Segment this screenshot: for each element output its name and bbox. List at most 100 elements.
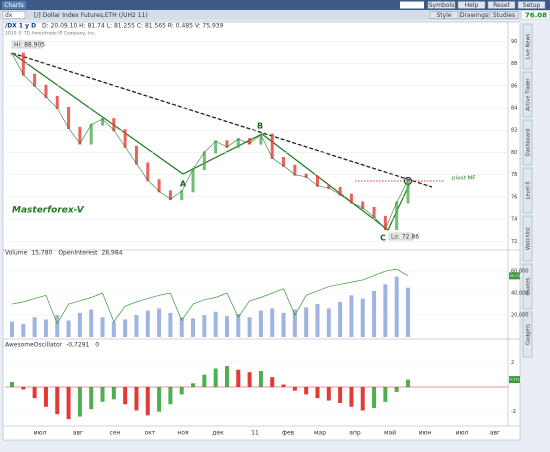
chart-area bbox=[2, 21, 521, 441]
legend-value: 15,780 bbox=[31, 250, 52, 257]
side-tab[interactable] bbox=[522, 119, 533, 166]
volume-bar bbox=[394, 276, 399, 337]
annotation: pivot MF bbox=[452, 176, 475, 182]
side-tab[interactable] bbox=[522, 311, 533, 358]
side-tab[interactable] bbox=[522, 215, 533, 262]
button-label: Symbols bbox=[429, 2, 454, 9]
oscillator-bar bbox=[10, 382, 14, 387]
volume-bar bbox=[349, 295, 354, 337]
price-bar bbox=[293, 164, 297, 176]
button-label: Style bbox=[436, 12, 451, 19]
y-tick-label: 84 bbox=[511, 106, 517, 112]
y-tick-label: 2 bbox=[511, 360, 514, 366]
legend-name: AwesomeOscillator bbox=[5, 342, 63, 349]
y-tick-label: 78 bbox=[511, 172, 517, 178]
price-bar bbox=[89, 123, 93, 145]
side-tab-label: Live News bbox=[526, 33, 532, 59]
volume-bar bbox=[224, 316, 229, 337]
price-bar bbox=[372, 207, 376, 218]
y-tick-label: 74 bbox=[511, 217, 517, 223]
oscillator-bar bbox=[383, 387, 388, 402]
oscillator-bar bbox=[43, 387, 48, 407]
button[interactable] bbox=[459, 11, 489, 19]
button[interactable] bbox=[517, 1, 546, 9]
x-tick-label: фев bbox=[282, 430, 295, 437]
legend-value: -0,7291 bbox=[66, 342, 89, 349]
oscillator-bar bbox=[258, 370, 263, 387]
button-label: Studies bbox=[493, 12, 515, 19]
price-bar bbox=[383, 215, 387, 231]
y-tick-label: 76 bbox=[511, 194, 517, 200]
oscillator-bar bbox=[270, 377, 275, 387]
button[interactable] bbox=[429, 11, 459, 19]
price-bar bbox=[168, 190, 172, 201]
volume-bar bbox=[360, 298, 365, 337]
x-tick-label: июл bbox=[456, 430, 469, 437]
oscillator-bar bbox=[111, 387, 116, 400]
oscillator-bar bbox=[157, 387, 162, 412]
price-bar bbox=[44, 84, 48, 98]
button-label: Reset bbox=[493, 2, 510, 9]
volume-bar bbox=[202, 315, 207, 337]
symbol-input[interactable] bbox=[2, 11, 26, 19]
volume-bar bbox=[168, 312, 173, 337]
button[interactable] bbox=[489, 11, 519, 19]
y-tick-label: 60,000 bbox=[511, 269, 529, 275]
side-tab-label: Active Trader bbox=[526, 77, 532, 111]
last-value: 55,739 bbox=[510, 274, 523, 278]
button[interactable] bbox=[427, 1, 456, 9]
volume-bar bbox=[123, 319, 128, 337]
volume-bar bbox=[406, 287, 410, 337]
x-tick-label: мар bbox=[314, 430, 326, 437]
oscillator-bar bbox=[406, 379, 410, 387]
tab-label: Charts bbox=[4, 2, 24, 9]
volume-bar bbox=[77, 312, 82, 337]
y-tick-label: 80 bbox=[511, 150, 517, 156]
y-tick-label: 82 bbox=[511, 128, 517, 134]
legend-name: Volume bbox=[5, 250, 28, 257]
price-bar bbox=[315, 175, 319, 187]
oscillator-bar bbox=[315, 387, 320, 399]
price-bar bbox=[327, 184, 331, 189]
side-tab[interactable] bbox=[522, 71, 533, 118]
side-tab[interactable] bbox=[522, 263, 533, 310]
price-bar bbox=[236, 138, 240, 148]
legend-name: OpenInterest bbox=[58, 250, 98, 257]
y-tick-label: 40,000 bbox=[511, 291, 529, 297]
price-bar bbox=[270, 133, 274, 159]
price-bar bbox=[338, 187, 342, 196]
last-value: 0.5716 bbox=[510, 378, 523, 382]
x-tick-label: авг bbox=[490, 430, 500, 437]
side-tab[interactable] bbox=[522, 167, 533, 214]
button[interactable] bbox=[487, 1, 516, 9]
button[interactable] bbox=[457, 1, 486, 9]
oscillator-bar bbox=[66, 387, 71, 420]
x-tick-label: дек bbox=[212, 430, 224, 437]
search-box[interactable] bbox=[400, 1, 424, 9]
oscillator-bar bbox=[77, 387, 82, 417]
volume-bar bbox=[179, 317, 184, 337]
volume-bar bbox=[100, 317, 105, 337]
x-tick-label: май bbox=[384, 430, 396, 437]
price-bar bbox=[406, 179, 410, 204]
y-tick-label: 90 bbox=[511, 39, 517, 45]
annotation: Masterforex-V bbox=[12, 206, 85, 216]
side-tab[interactable] bbox=[522, 23, 533, 70]
button-label: Help bbox=[465, 2, 479, 9]
price-bar bbox=[248, 138, 252, 145]
quote-info: D: 20.09.10 H: 81.74 L: 81.255 C: 81.565… bbox=[42, 23, 224, 30]
oscillator-bar bbox=[123, 387, 128, 405]
volume-bar bbox=[191, 318, 196, 337]
oscillator-bar bbox=[134, 387, 139, 411]
oscillator-bar bbox=[55, 387, 60, 415]
oscillator-bar bbox=[21, 387, 26, 390]
price-bar bbox=[349, 193, 353, 204]
oscillator-bar bbox=[179, 387, 184, 395]
x-tick-label: июн bbox=[419, 430, 432, 437]
tab[interactable] bbox=[2, 1, 26, 9]
oscillator-bar bbox=[292, 387, 297, 391]
volume-bar bbox=[372, 290, 377, 337]
volume-bar bbox=[32, 317, 37, 337]
oscillator-bar bbox=[32, 387, 37, 399]
